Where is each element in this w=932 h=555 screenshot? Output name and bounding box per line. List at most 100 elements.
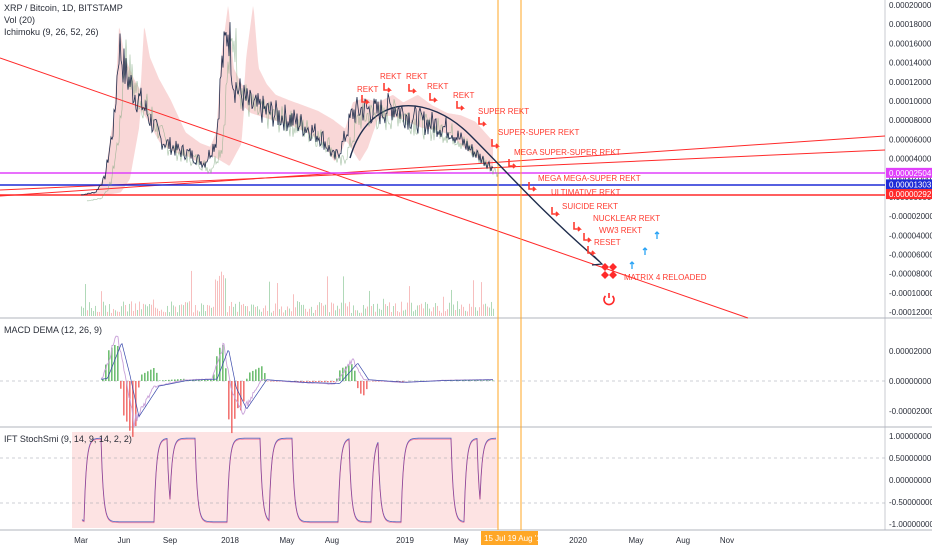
macd-histogram-bar — [174, 379, 176, 381]
x-tick-label: Aug — [325, 536, 339, 545]
macd-histogram-bar — [162, 380, 164, 381]
volume-bar — [263, 308, 264, 316]
volume-bar — [449, 303, 450, 316]
macd-histogram-bar — [321, 381, 323, 382]
volume-bar — [195, 305, 196, 316]
volume-bar — [365, 309, 366, 316]
volume-bar — [343, 276, 344, 316]
volume-bar — [213, 307, 214, 316]
macd-histogram-bar — [360, 381, 362, 394]
volume-bar — [133, 311, 134, 316]
volume-bar — [465, 311, 466, 316]
volume-bar — [107, 312, 108, 316]
volume-bar — [409, 286, 410, 316]
volume-bar — [323, 306, 324, 316]
x-tick-label: Nov — [720, 536, 734, 545]
macd-histogram-bar — [156, 373, 158, 381]
x-tick-label: May — [628, 536, 643, 545]
volume-bar — [91, 308, 92, 316]
volume-bar — [81, 306, 82, 316]
volume-bar — [461, 305, 462, 316]
volume-bar — [381, 310, 382, 316]
macd-histogram-bar — [147, 371, 149, 381]
y-tick-label: -0.00008000 — [889, 270, 932, 279]
volume-bar — [425, 302, 426, 316]
volume-bar — [129, 304, 130, 316]
volume-bar — [209, 306, 210, 316]
volume-bar — [283, 312, 284, 316]
volume-bar — [131, 301, 132, 316]
volume-bar — [205, 311, 206, 316]
volume-bar — [109, 304, 110, 316]
x-tick-label: 2020 — [569, 536, 587, 545]
annotation-label: NUCKLEAR REKT — [593, 214, 660, 223]
macd-histogram-bar — [318, 381, 320, 382]
volume-bar — [369, 291, 370, 316]
volume-bar — [83, 308, 84, 316]
macd-histogram-bar — [144, 373, 146, 381]
x-tick-label: Mar — [74, 536, 88, 545]
volume-bar — [325, 305, 326, 316]
volume-bar — [113, 309, 114, 316]
macd-histogram-bar — [303, 381, 305, 382]
volume-bar — [489, 308, 490, 316]
x-tick-label: May — [453, 536, 468, 545]
macd-histogram-bar — [228, 381, 230, 419]
stoch-y-tick-label: 1.00000000 — [889, 432, 932, 441]
volume-bar — [87, 310, 88, 316]
x-tick-label: May — [279, 536, 294, 545]
volume-bar — [359, 313, 360, 316]
macd-histogram-bar — [255, 369, 257, 381]
volume-bar — [279, 309, 280, 316]
annotation-label: WW3 REKT — [599, 226, 642, 235]
volume-bar — [321, 303, 322, 316]
volume-bar — [123, 302, 124, 316]
x-tick-label: Sep — [163, 536, 178, 545]
macd-histogram-bar — [219, 348, 221, 381]
volume-bar — [417, 305, 418, 316]
stoch-label: IFT StochSmi (9, 14, 9, 14, 2, 2) — [4, 434, 132, 444]
annotation-label: REKT — [453, 91, 474, 100]
volume-bar — [155, 308, 156, 316]
macd-histogram-bar — [171, 380, 173, 381]
volume-bar — [447, 309, 448, 316]
volume-bar — [377, 304, 378, 316]
volume-bar — [269, 282, 270, 316]
volume-bar — [231, 302, 232, 316]
volume-bar — [181, 304, 182, 316]
volume-bar — [469, 304, 470, 316]
volume-bar — [393, 306, 394, 316]
volume-bar — [287, 306, 288, 316]
volume-bar — [441, 313, 442, 316]
macd-histogram-bar — [327, 381, 329, 382]
volume-bar — [121, 306, 122, 316]
macd-histogram-bar — [354, 371, 356, 381]
volume-bar — [303, 305, 304, 316]
volume-bar — [455, 310, 456, 316]
volume-bar — [363, 305, 364, 316]
y-tick-label: -0.00002000 — [889, 212, 932, 221]
annotation-label: REKT — [380, 72, 401, 81]
volume-bar — [471, 307, 472, 316]
volume-bar — [201, 303, 202, 316]
volume-bar — [281, 306, 282, 316]
macd-histogram-bar — [210, 380, 212, 381]
volume-bar — [429, 309, 430, 316]
y-tick-label: -0.00006000 — [889, 250, 932, 259]
volume-bar — [203, 305, 204, 316]
volume-bar — [215, 279, 216, 316]
volume-bar — [99, 312, 100, 316]
macd-histogram-bar — [120, 381, 122, 389]
macd-signal-line — [101, 344, 493, 417]
macd-histogram-bar — [486, 380, 488, 381]
macd-histogram-bar — [216, 356, 218, 381]
volume-bar — [349, 302, 350, 316]
y-tick-label: -0.00004000 — [889, 231, 932, 240]
macd-histogram-bar — [366, 381, 368, 389]
macd-histogram-bar — [261, 366, 263, 381]
volume-bar — [101, 291, 102, 316]
volume-bar — [319, 302, 320, 316]
macd-histogram-bar — [357, 381, 359, 388]
volume-bar — [341, 303, 342, 316]
